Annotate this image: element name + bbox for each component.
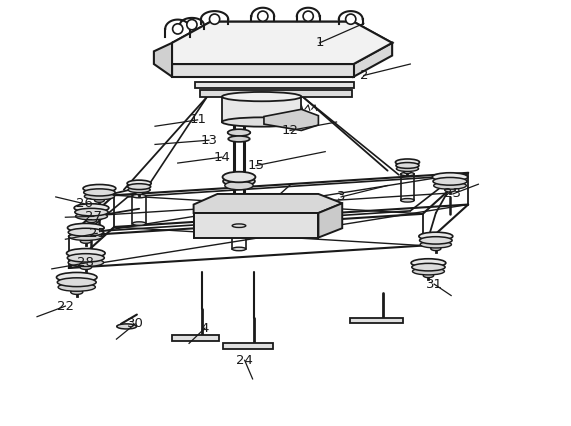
Polygon shape — [195, 82, 353, 88]
Polygon shape — [353, 43, 392, 77]
Ellipse shape — [127, 180, 151, 187]
Text: 31: 31 — [425, 278, 443, 291]
Text: 30: 30 — [127, 317, 144, 331]
Ellipse shape — [74, 204, 109, 212]
Text: 4: 4 — [201, 322, 209, 334]
Ellipse shape — [57, 273, 97, 282]
Ellipse shape — [67, 248, 105, 258]
Ellipse shape — [433, 178, 467, 185]
Ellipse shape — [401, 199, 415, 202]
Ellipse shape — [225, 181, 253, 190]
Ellipse shape — [396, 166, 419, 171]
Ellipse shape — [83, 184, 116, 193]
Ellipse shape — [423, 273, 433, 278]
Polygon shape — [172, 64, 353, 77]
Ellipse shape — [71, 290, 83, 294]
Ellipse shape — [222, 117, 301, 127]
Polygon shape — [194, 194, 342, 213]
Polygon shape — [264, 109, 319, 130]
Ellipse shape — [80, 265, 91, 270]
Ellipse shape — [432, 173, 468, 181]
Polygon shape — [172, 22, 392, 64]
Text: 24: 24 — [236, 354, 253, 367]
Ellipse shape — [68, 259, 103, 267]
Circle shape — [172, 24, 183, 34]
Ellipse shape — [132, 222, 146, 225]
Ellipse shape — [67, 253, 104, 262]
Ellipse shape — [223, 172, 255, 182]
Circle shape — [345, 14, 356, 24]
Ellipse shape — [445, 188, 455, 192]
Ellipse shape — [434, 182, 467, 189]
Polygon shape — [172, 335, 219, 341]
Polygon shape — [223, 343, 273, 349]
Text: 14: 14 — [214, 151, 231, 164]
Ellipse shape — [223, 176, 255, 186]
Ellipse shape — [57, 278, 96, 287]
Ellipse shape — [86, 219, 96, 223]
Text: 12: 12 — [282, 124, 299, 137]
Text: 3: 3 — [337, 190, 345, 204]
Circle shape — [258, 11, 268, 21]
Text: 28: 28 — [78, 256, 94, 269]
Polygon shape — [200, 90, 352, 97]
Text: 2: 2 — [360, 69, 368, 82]
Text: 1: 1 — [315, 36, 324, 49]
Polygon shape — [194, 213, 319, 238]
Ellipse shape — [395, 159, 420, 165]
Ellipse shape — [75, 213, 107, 220]
Text: 23: 23 — [444, 187, 461, 201]
Ellipse shape — [228, 136, 250, 142]
Ellipse shape — [69, 233, 103, 240]
Ellipse shape — [222, 92, 301, 101]
Text: 27: 27 — [85, 210, 102, 223]
Ellipse shape — [412, 268, 444, 275]
Ellipse shape — [396, 163, 419, 168]
Polygon shape — [154, 43, 172, 77]
Ellipse shape — [411, 259, 446, 267]
Ellipse shape — [232, 247, 246, 251]
Ellipse shape — [75, 208, 108, 216]
Circle shape — [210, 14, 220, 24]
Polygon shape — [172, 22, 392, 64]
Ellipse shape — [116, 324, 136, 329]
Text: 13: 13 — [200, 134, 218, 147]
Ellipse shape — [132, 194, 146, 198]
Circle shape — [187, 20, 197, 30]
Ellipse shape — [420, 241, 452, 248]
Ellipse shape — [401, 172, 415, 176]
Ellipse shape — [412, 263, 445, 271]
Ellipse shape — [128, 187, 150, 193]
Polygon shape — [350, 318, 403, 323]
Circle shape — [303, 11, 313, 21]
Polygon shape — [319, 203, 342, 238]
Text: 15: 15 — [247, 159, 264, 172]
Ellipse shape — [95, 199, 104, 202]
Ellipse shape — [58, 283, 95, 291]
Ellipse shape — [67, 223, 104, 232]
Ellipse shape — [431, 247, 441, 250]
Polygon shape — [222, 97, 301, 122]
Text: 26: 26 — [76, 197, 93, 210]
Ellipse shape — [419, 232, 453, 240]
Ellipse shape — [404, 170, 411, 173]
Ellipse shape — [84, 189, 115, 196]
Text: 25: 25 — [89, 227, 106, 240]
Ellipse shape — [81, 239, 91, 243]
Text: 22: 22 — [57, 299, 74, 313]
Text: 11: 11 — [189, 113, 206, 127]
Ellipse shape — [420, 237, 452, 244]
Ellipse shape — [68, 228, 103, 236]
Ellipse shape — [232, 224, 246, 227]
Ellipse shape — [127, 184, 151, 190]
Ellipse shape — [135, 191, 143, 195]
Ellipse shape — [228, 129, 250, 136]
Ellipse shape — [85, 193, 115, 200]
